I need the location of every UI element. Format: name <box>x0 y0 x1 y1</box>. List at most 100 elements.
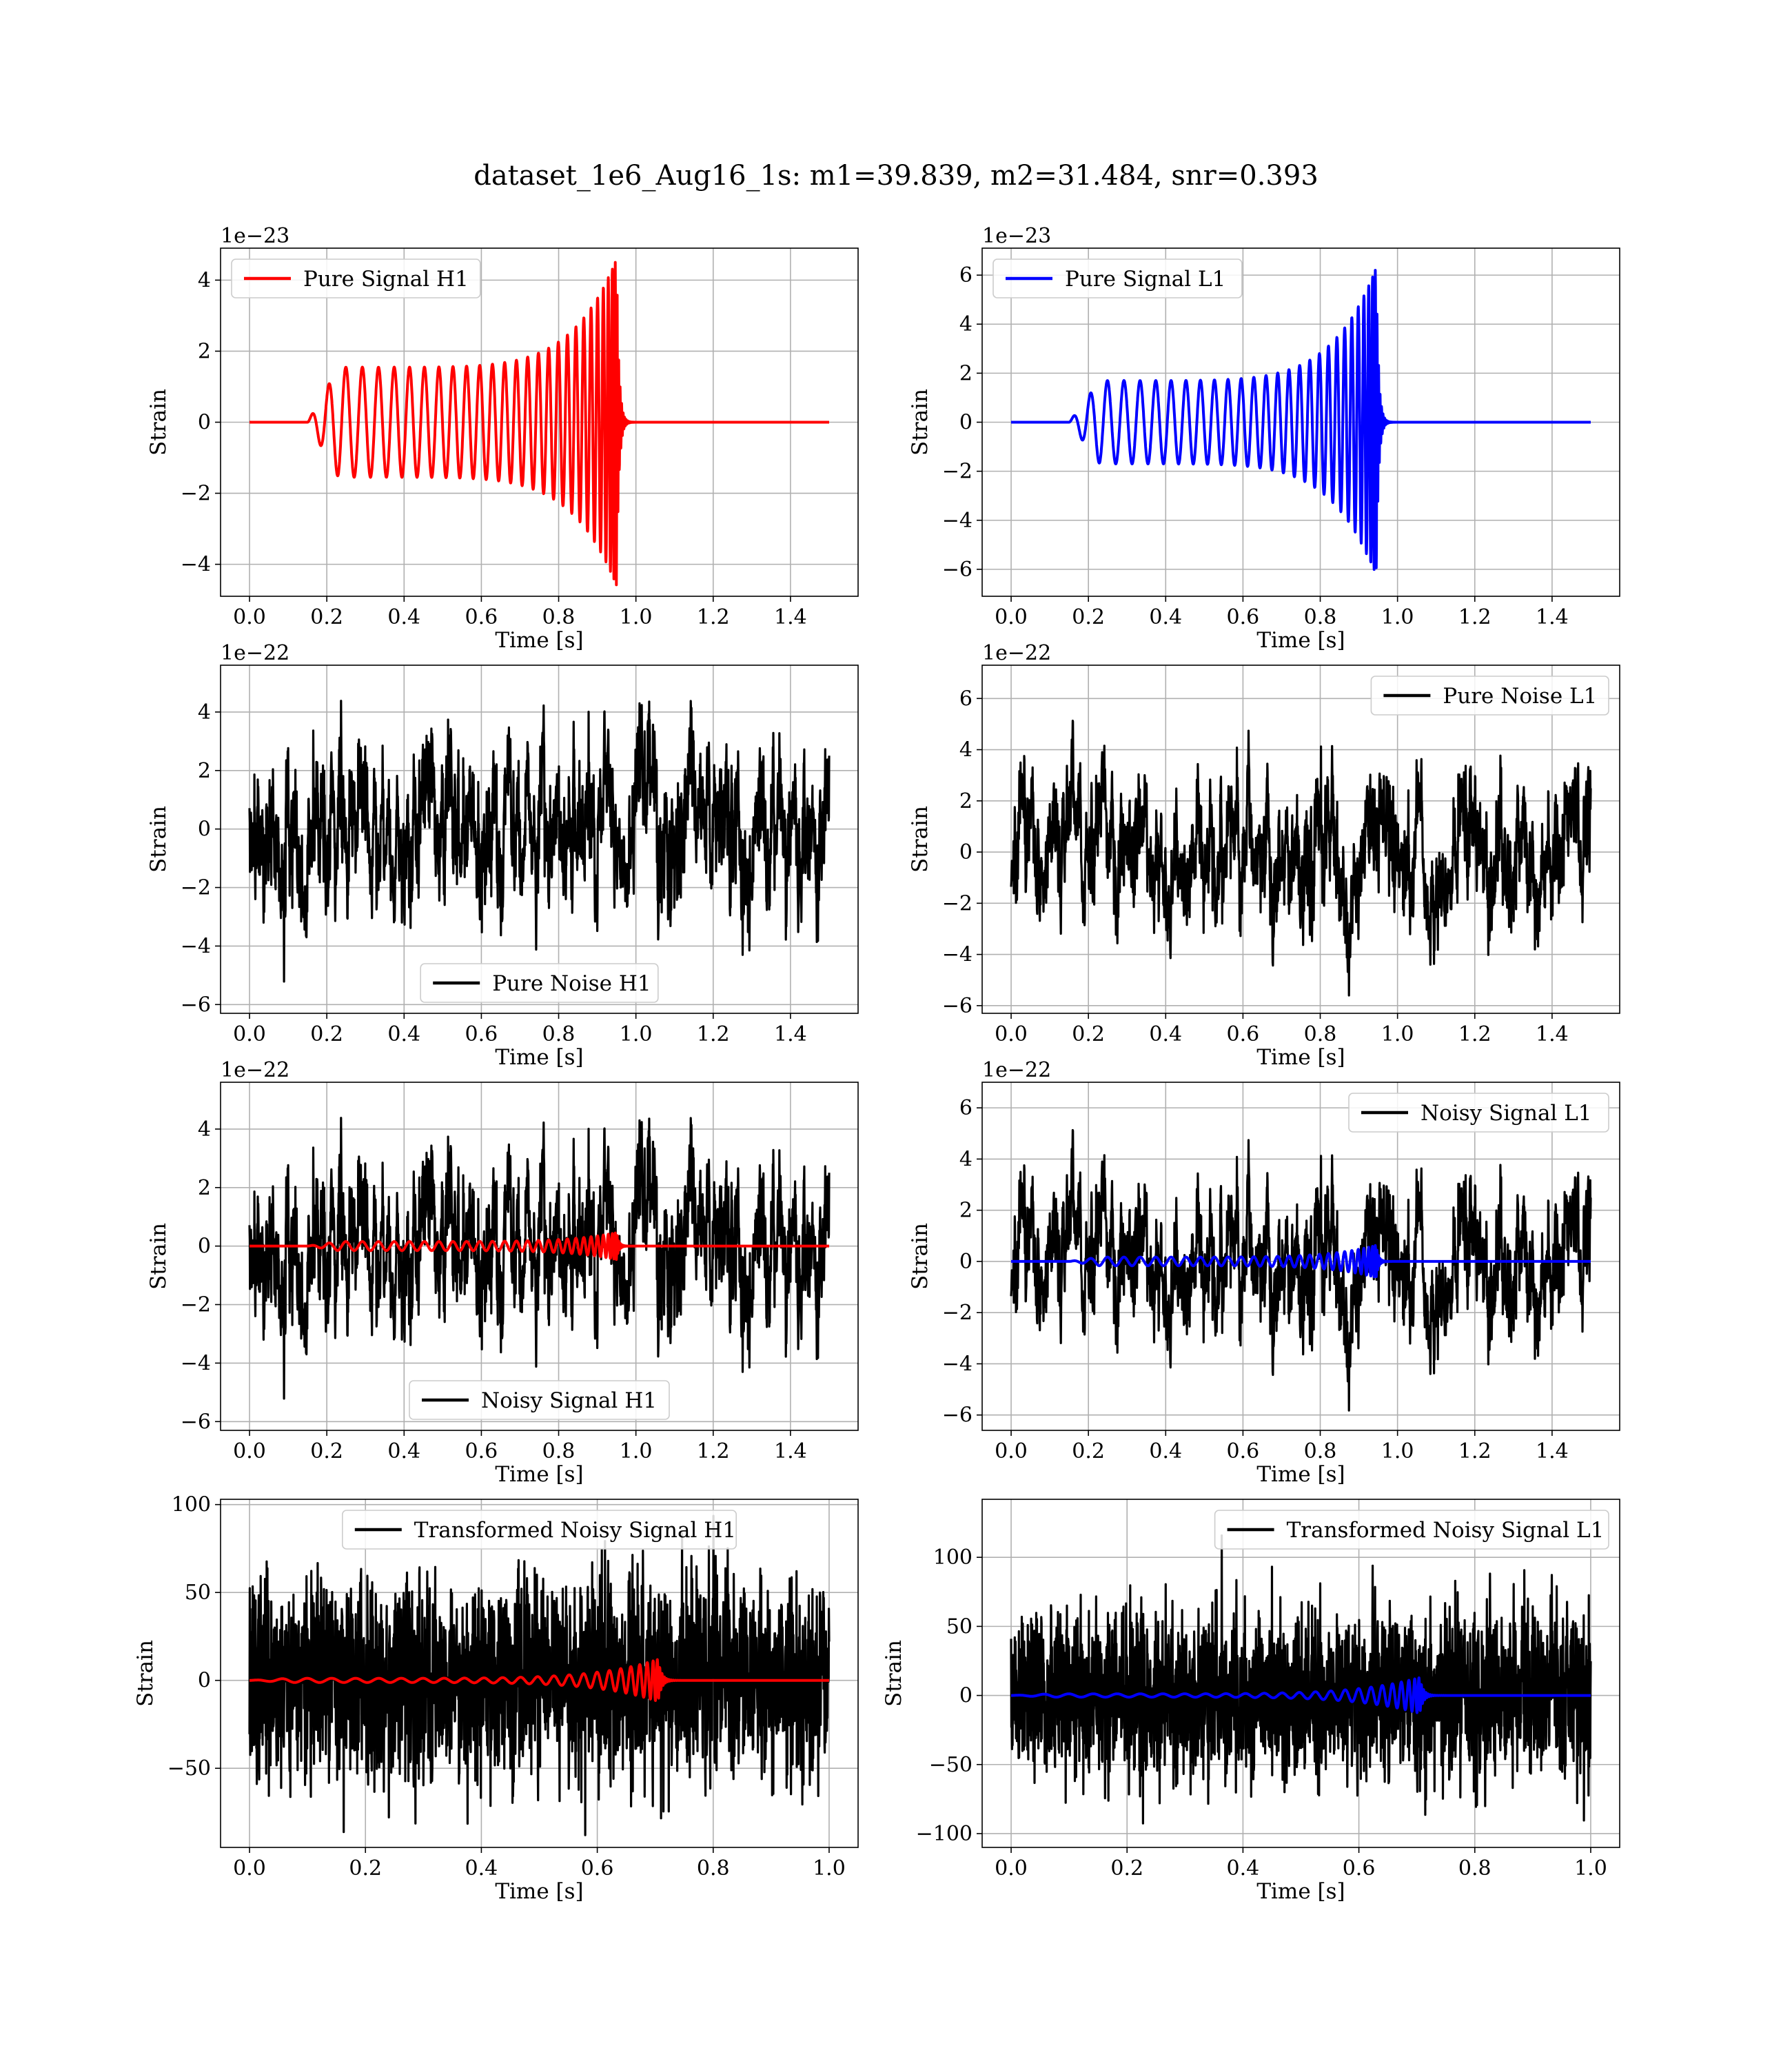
legend-box <box>992 258 1243 298</box>
x-tick-label: 0.6 <box>1227 1022 1260 1046</box>
legend-label: Pure Noise L1 <box>1443 684 1597 709</box>
legend-box <box>341 1510 737 1550</box>
x-tick-label: 1.0 <box>1381 1439 1414 1463</box>
subplots: 0.0 0.2 0.4 0.6 0.8 1.0 1.2 1.4 −4 −2 0 2 4 Time [s] S… <box>133 224 1620 1904</box>
series-line-pure-noise-h1 <box>248 700 831 983</box>
axes-frame <box>220 1082 859 1431</box>
y-tick-label: 0 <box>198 1669 211 1693</box>
legend-box <box>1214 1510 1609 1550</box>
legend: Noisy Signal L1 <box>1348 1093 1609 1133</box>
x-tick-label: 0.2 <box>1072 1022 1105 1046</box>
axes-frame <box>220 665 859 1014</box>
y-tick-label: 6 <box>959 687 973 711</box>
x-tick-label: 0.2 <box>349 1856 382 1881</box>
x-tick-label: 0.0 <box>995 1022 1028 1046</box>
x-tick-label: 0.0 <box>233 1022 266 1046</box>
y-offset-label: 1e−22 <box>982 1058 1051 1082</box>
y-offset-label: 1e−23 <box>221 224 289 248</box>
subplot-noisy-signal-l1: 0.0 0.2 0.4 0.6 0.8 1.0 1.2 1.4 −6 −4 −2 0 2 4 6 Time [… <box>908 1058 1620 1487</box>
x-tick-label: 0.0 <box>233 1439 266 1463</box>
y-tick-label: 0 <box>959 1250 973 1274</box>
y-tick-label: 0 <box>198 411 211 435</box>
plot-area <box>1010 269 1592 571</box>
series-line-overlay-1 <box>248 1231 831 1261</box>
x-tick-label: 0.4 <box>1149 1439 1182 1463</box>
y-offset-label: 1e−23 <box>982 224 1051 248</box>
x-tick-label: 0.6 <box>1343 1856 1376 1881</box>
x-tick-label: 1.2 <box>697 1439 730 1463</box>
x-tick-label: 1.4 <box>1536 1439 1569 1463</box>
y-tick-label: −6 <box>942 994 973 1018</box>
y-tick-label: −6 <box>942 558 973 582</box>
y-tick-label: 2 <box>959 789 973 813</box>
y-tick-label: −6 <box>181 1410 211 1434</box>
subplot-transformed-noisy-signal-l1: 0.0 0.2 0.4 0.6 0.8 1.0 −100 −50 0 50 100 Time [s] S… <box>882 1499 1620 1904</box>
x-tick-label: 1.4 <box>1536 605 1569 629</box>
y-tick-label: −2 <box>181 482 211 506</box>
legend-label: Noisy Signal H1 <box>481 1388 657 1413</box>
x-tick-label: 0.8 <box>542 1022 576 1046</box>
x-tick-label: 1.0 <box>1381 605 1414 629</box>
x-tick-label: 0.8 <box>1304 605 1337 629</box>
y-tick-label: 4 <box>198 268 211 292</box>
x-axis-label: Time [s] <box>1256 628 1345 653</box>
subplot-pure-noise-l1: 0.0 0.2 0.4 0.6 0.8 1.0 1.2 1.4 −6 −4 −2 0 2 4 6 Time [… <box>908 641 1620 1070</box>
y-axis-label: Strain <box>146 389 171 456</box>
y-tick-label: 50 <box>185 1581 211 1605</box>
plot-area <box>1010 1128 1592 1412</box>
y-offset-label: 1e−22 <box>982 641 1051 665</box>
y-tick-label: 100 <box>172 1493 211 1517</box>
y-tick-label: −2 <box>181 1293 211 1317</box>
x-tick-label: 1.0 <box>813 1856 846 1881</box>
x-tick-label: 0.4 <box>1149 1022 1182 1046</box>
axes-frame <box>981 665 1620 1014</box>
y-tick-label: 6 <box>959 1096 973 1120</box>
x-tick-label: 0.4 <box>1149 605 1182 629</box>
x-tick-label: 0.0 <box>995 1856 1028 1881</box>
x-tick-label: 1.0 <box>1381 1022 1414 1046</box>
series-line-noisy-signal-h1 <box>248 1117 831 1400</box>
series-line-transformed-noisy-signal-h1 <box>248 1514 831 1836</box>
x-tick-label: 1.4 <box>774 1439 807 1463</box>
legend-label: Transformed Noisy Signal L1 <box>1287 1518 1605 1543</box>
y-tick-label: −6 <box>942 1403 973 1428</box>
x-tick-label: 1.2 <box>1458 605 1491 629</box>
legend: Transformed Noisy Signal H1 <box>341 1510 737 1550</box>
subplot-transformed-noisy-signal-h1: 0.0 0.2 0.4 0.6 0.8 1.0 −50 0 50 100 Time [s] Strai… <box>133 1493 859 1904</box>
legend-label: Pure Noise H1 <box>492 971 651 996</box>
x-tick-label: 1.2 <box>1458 1439 1491 1463</box>
plot-area <box>248 261 831 587</box>
legend-box <box>420 963 659 1003</box>
y-tick-label: 4 <box>198 1117 211 1142</box>
y-tick-label: −4 <box>181 1351 211 1375</box>
y-tick-label: 0 <box>198 1235 211 1259</box>
x-tick-label: 0.6 <box>465 1439 498 1463</box>
y-tick-label: 2 <box>198 759 211 783</box>
subplot-noisy-signal-h1: 0.0 0.2 0.4 0.6 0.8 1.0 1.2 1.4 −6 −4 −2 0 2 4 Time [s… <box>146 1058 859 1487</box>
x-tick-label: 1.4 <box>1536 1022 1569 1046</box>
x-tick-label: 0.6 <box>465 605 498 629</box>
legend-box <box>409 1380 670 1420</box>
x-tick-label: 0.4 <box>387 1022 420 1046</box>
y-tick-label: 4 <box>959 738 973 762</box>
x-tick-label: 0.8 <box>697 1856 730 1881</box>
legend-label: Pure Signal L1 <box>1065 267 1225 292</box>
x-tick-label: 0.6 <box>1227 1439 1260 1463</box>
x-tick-label: 0.2 <box>1072 605 1105 629</box>
y-tick-label: 4 <box>198 700 211 724</box>
y-tick-label: 0 <box>959 840 973 864</box>
figure-title: dataset_1e6_Aug16_1s: m1=39.839, m2=31.4… <box>474 160 1318 192</box>
x-axis-label: Time [s] <box>495 1879 583 1904</box>
axes-frame <box>220 1499 859 1848</box>
y-tick-label: 6 <box>959 263 973 287</box>
y-tick-label: 0 <box>959 1684 973 1708</box>
y-tick-label: −2 <box>181 876 211 900</box>
legend: Pure Noise H1 <box>420 963 659 1003</box>
y-axis-label: Strain <box>146 806 171 873</box>
x-tick-label: 1.2 <box>697 1022 730 1046</box>
y-tick-label: −6 <box>181 993 211 1017</box>
axes-frame <box>981 1499 1620 1848</box>
plot-area <box>248 1117 831 1400</box>
x-tick-label: 0.8 <box>1458 1856 1491 1881</box>
legend-box <box>1348 1093 1609 1133</box>
